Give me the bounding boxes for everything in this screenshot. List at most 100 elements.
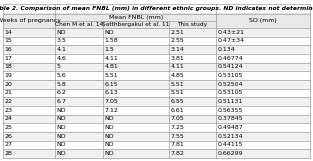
Text: 5: 5	[57, 64, 60, 69]
Bar	[3, 21, 310, 28]
Text: 0.52504: 0.52504	[218, 82, 244, 87]
Text: 0.44115: 0.44115	[218, 142, 244, 147]
Bar	[3, 132, 310, 141]
Text: 1.5: 1.5	[104, 47, 114, 52]
Text: 3.5: 3.5	[57, 38, 67, 43]
Bar	[3, 149, 310, 158]
Text: Table 2. Comparison of mean FNBL (mm) in different ethnic groups. ND indicates n: Table 2. Comparison of mean FNBL (mm) in…	[0, 6, 313, 11]
Text: 0.134: 0.134	[218, 47, 236, 52]
Bar	[3, 4, 310, 14]
Text: 18: 18	[4, 64, 12, 69]
Text: Chen M et al. 14: Chen M et al. 14	[55, 22, 103, 27]
Text: 24: 24	[4, 116, 13, 121]
Text: Weeks of pregnancy: Weeks of pregnancy	[0, 18, 61, 23]
Text: 5.51: 5.51	[170, 82, 184, 87]
Text: This study: This study	[177, 22, 208, 27]
Bar	[3, 54, 310, 63]
Text: 26: 26	[4, 134, 13, 139]
Text: 0.54124: 0.54124	[218, 64, 244, 69]
Text: 16: 16	[4, 47, 12, 52]
Text: ND: ND	[57, 108, 66, 113]
Text: 3.14: 3.14	[170, 47, 184, 52]
Text: ND: ND	[104, 134, 114, 139]
Text: 0.66299: 0.66299	[218, 151, 244, 156]
Text: 6.2: 6.2	[57, 90, 67, 95]
Text: 4.11: 4.11	[170, 64, 184, 69]
Text: 7.81: 7.81	[170, 142, 184, 147]
Text: 5.6: 5.6	[57, 73, 66, 78]
Text: 2.55: 2.55	[170, 38, 184, 43]
Text: 7.82: 7.82	[170, 151, 184, 156]
Bar	[3, 97, 310, 106]
Bar	[3, 28, 310, 37]
Text: 4.81: 4.81	[104, 64, 118, 69]
Text: 20: 20	[4, 82, 13, 87]
Text: 5.51: 5.51	[170, 90, 184, 95]
Bar	[3, 115, 310, 123]
Text: 7.25: 7.25	[170, 125, 184, 130]
Text: 14: 14	[4, 30, 13, 35]
Text: 5.51: 5.51	[104, 73, 118, 78]
Text: 0.53105: 0.53105	[218, 90, 243, 95]
Text: 0.47±34: 0.47±34	[218, 38, 245, 43]
Bar	[3, 71, 310, 80]
Text: ND: ND	[57, 151, 66, 156]
Text: ND: ND	[57, 116, 66, 121]
Bar	[3, 123, 310, 132]
Text: 23: 23	[4, 108, 13, 113]
Text: 17: 17	[4, 56, 13, 61]
Text: ND: ND	[57, 142, 66, 147]
Bar	[3, 89, 310, 97]
Text: 7.05: 7.05	[104, 99, 118, 104]
Text: 7.05: 7.05	[170, 116, 184, 121]
Text: 6.15: 6.15	[104, 82, 118, 87]
Text: 4.85: 4.85	[170, 73, 184, 78]
Text: 1.58: 1.58	[104, 38, 118, 43]
Text: 0.51131: 0.51131	[218, 99, 243, 104]
Bar	[3, 141, 310, 149]
Text: SD (mm): SD (mm)	[249, 18, 277, 23]
Text: 0.52134: 0.52134	[218, 134, 244, 139]
Text: 7.12: 7.12	[104, 108, 118, 113]
Text: 7.55: 7.55	[170, 134, 184, 139]
Text: 6.55: 6.55	[170, 99, 184, 104]
Text: ND: ND	[57, 30, 66, 35]
Text: ND: ND	[57, 134, 66, 139]
Text: ND: ND	[104, 142, 114, 147]
Text: 4.6: 4.6	[57, 56, 67, 61]
Text: 0.49487: 0.49487	[218, 125, 244, 130]
Text: 3.81: 3.81	[170, 56, 184, 61]
Text: 5.8: 5.8	[57, 82, 66, 87]
Text: 22: 22	[4, 99, 13, 104]
Bar	[3, 106, 310, 115]
Text: 0.43±21: 0.43±21	[218, 30, 245, 35]
Text: 4.11: 4.11	[104, 56, 118, 61]
Text: 27: 27	[4, 142, 13, 147]
Text: 4.1: 4.1	[57, 47, 67, 52]
Text: 28: 28	[4, 151, 13, 156]
Text: 6.61: 6.61	[170, 108, 184, 113]
Text: 0.53105: 0.53105	[218, 73, 243, 78]
Text: 15: 15	[4, 38, 12, 43]
Bar	[3, 45, 310, 54]
Text: Mean FNBL (mm): Mean FNBL (mm)	[109, 15, 163, 20]
Text: 0.56355: 0.56355	[218, 108, 243, 113]
Bar	[3, 80, 310, 89]
Bar	[3, 63, 310, 71]
Text: 6.7: 6.7	[57, 99, 67, 104]
Text: 0.37845: 0.37845	[218, 116, 244, 121]
Text: 2.51: 2.51	[170, 30, 184, 35]
Text: 0.46774: 0.46774	[218, 56, 244, 61]
Text: ND: ND	[104, 151, 114, 156]
Text: 19: 19	[4, 73, 13, 78]
Text: ND: ND	[104, 116, 114, 121]
Text: 6.13: 6.13	[104, 90, 118, 95]
Text: ND: ND	[104, 30, 114, 35]
Text: 25: 25	[4, 125, 13, 130]
Text: Satthbergakul et al. 11: Satthbergakul et al. 11	[102, 22, 169, 27]
Text: ND: ND	[104, 125, 114, 130]
Text: 21: 21	[4, 90, 13, 95]
Bar	[3, 37, 310, 45]
Bar	[3, 14, 310, 21]
Text: ND: ND	[57, 125, 66, 130]
